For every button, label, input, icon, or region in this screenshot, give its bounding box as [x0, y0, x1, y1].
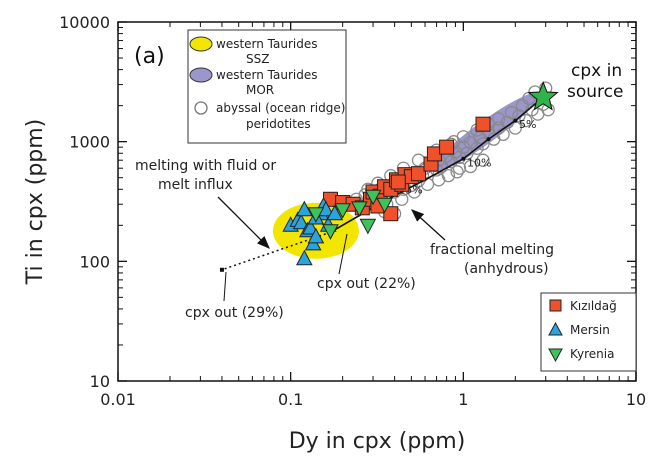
annotation-fractional-line2: (anhydrous) [464, 261, 549, 277]
fractional-melting-segment [462, 138, 490, 160]
annotation-fractional-arrow [411, 209, 446, 241]
legend-label-abyssal: abyssal (ocean ridge) [216, 101, 345, 115]
annotation-fluid-arrow [217, 196, 270, 249]
kyrenia-point [364, 189, 382, 206]
kyrenia-point [351, 201, 368, 217]
legend-marker-mersin [548, 321, 563, 336]
legend-label-kizildag: Kızıldağ [570, 299, 617, 313]
mor-field [431, 92, 540, 173]
abyssal-point [463, 159, 478, 174]
source-star [527, 80, 559, 111]
kizildag-point [383, 206, 399, 222]
x-axis-title: Dy in cpx (ppm) [289, 429, 466, 454]
legend-label-mor: western Taurides [216, 68, 318, 82]
abyssal-point [441, 169, 456, 183]
x-tick-label: 0.1 [278, 390, 303, 409]
fractional-melting-segment [424, 158, 464, 181]
legend-fields: western Taurides SSZ western Taurides MO… [187, 29, 347, 144]
kyrenia-point [334, 203, 351, 219]
legend-sublabel-abyssal: peridotites [246, 117, 311, 131]
cpx-out-29-mark [219, 267, 224, 272]
annotation-cpx-out-22-leader [338, 233, 348, 275]
annotations: melting with fluid or melt influx fracti… [135, 61, 623, 321]
legend-fields-box [187, 29, 347, 144]
legend-label-mersin: Mersin [570, 323, 610, 337]
kyrenia-point [307, 207, 325, 223]
legend-sublabel-ssz: SSZ [246, 52, 269, 66]
kizildag-point [475, 116, 491, 132]
abyssal-point [452, 161, 467, 175]
fractional-melting-step [486, 137, 491, 142]
fractional-melting-step [461, 156, 466, 161]
fractional-melting-segment [488, 119, 516, 140]
abyssal-point [450, 165, 464, 179]
legend-swatch-mor [189, 67, 213, 83]
kyrenia-point [359, 218, 377, 235]
abyssal-point [476, 153, 490, 167]
annotation-fluid-line1: melting with fluid or [135, 158, 276, 174]
kizildag-point [390, 174, 406, 190]
mersin-point [296, 249, 313, 266]
source-marker-group [527, 80, 559, 111]
y-tick-label: 1000 [69, 133, 110, 152]
abyssal-point [519, 113, 533, 128]
abyssal-point [395, 192, 409, 206]
abyssal-point [512, 108, 526, 123]
mersin-point [292, 213, 310, 230]
x-tick-label: 0.01 [100, 390, 136, 409]
mersin-point [296, 200, 313, 217]
kizildag-point [411, 166, 427, 182]
mersin-point [326, 204, 344, 221]
fractional-melting-step [513, 118, 518, 123]
mersin-point [302, 218, 319, 235]
legend-swatch-ssz [189, 36, 213, 52]
annotation-source-line1: cpx in [571, 61, 622, 81]
kyrenia-point [322, 224, 339, 240]
annotation-cpx-out-29-leader [223, 271, 227, 302]
kyrenia-point [376, 197, 393, 214]
fluid-melting-line [221, 231, 331, 271]
annotation-cpx-out-22: cpx out (22%) [317, 276, 416, 292]
y-tick-label: 10000 [59, 13, 110, 32]
melting-percent-label: 10% [467, 157, 491, 170]
legend-swatch-abyssal [194, 101, 208, 115]
legend-marker-kizildag [549, 299, 562, 312]
legend-marker-kyrenia [548, 348, 563, 363]
y-tick-label: 100 [79, 252, 110, 271]
annotation-fluid-line2: melt influx [158, 177, 233, 193]
data-points [282, 116, 491, 266]
melting-percent-label: 5% [519, 118, 536, 131]
abyssal-point [504, 105, 519, 120]
abyssal-point [515, 98, 530, 113]
y-tick-label: 10 [90, 372, 110, 391]
legend-label-ssz: western Taurides [216, 37, 318, 51]
annotation-fractional-line1: fractional melting [430, 242, 554, 258]
abyssal-point [411, 153, 426, 167]
legend-label-kyrenia: Kyrenia [570, 347, 614, 361]
panel-label: (a) [134, 44, 165, 69]
legend-points: Kızıldağ Mersin Kyrenia [540, 292, 637, 372]
y-axis-title: Ti in cpx (ppm) [23, 119, 48, 286]
axis-ticks: 0.01 0.1 1 10 10 100 1000 10000 [59, 13, 646, 409]
kizildag-point [439, 139, 455, 155]
annotation-cpx-out-29: cpx out (29%) [185, 305, 284, 321]
plot-frame [117, 21, 637, 382]
x-tick-label: 1 [458, 390, 468, 409]
legend-sublabel-mor: MOR [246, 83, 274, 97]
mersin-point [307, 227, 325, 244]
annotation-source-line2: source [567, 82, 623, 102]
x-tick-label: 10 [626, 390, 646, 409]
